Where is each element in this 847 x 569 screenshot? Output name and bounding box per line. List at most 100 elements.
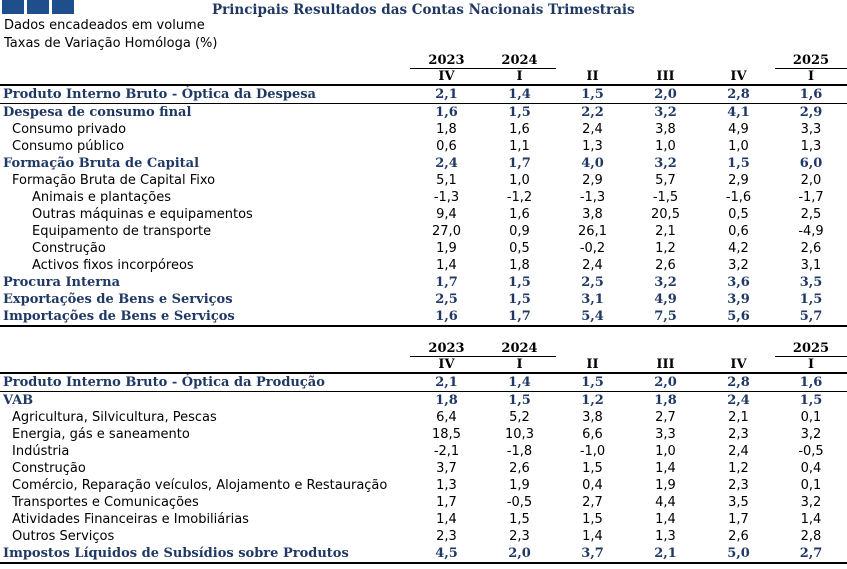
value-cell: 1,6	[775, 84, 847, 104]
value-cell: 4,2	[728, 240, 749, 256]
value-cell: 3,2	[800, 426, 822, 442]
table-row: Activos fixos incorpóreos 1,4 1,8 2,4 2,6 3,2…	[0, 257, 847, 274]
value-cell: 1,4	[655, 460, 676, 476]
row-label: Formação Bruta de Capital	[3, 155, 200, 171]
value-cell: 1,5	[508, 291, 531, 307]
value-cell: 2,3	[436, 528, 457, 544]
row-label: Agricultura, Silvicultura, Pescas	[12, 409, 217, 425]
table-row: Exportações de Bens e Serviços 2,5 1,5 3,1 4…	[0, 291, 847, 308]
table-row: Animais e plantações -1,3 -1,2 -1,3 -1,5 -1,6…	[0, 189, 847, 206]
value-cell: 2,8	[702, 372, 775, 392]
value-cell: 3,5	[799, 274, 823, 290]
value-cell: 0,5	[728, 206, 749, 222]
quarter-header: I	[483, 68, 556, 86]
year-header: 2025	[775, 341, 847, 357]
value-cell: 1,5	[727, 155, 750, 171]
row-label: VAB	[3, 392, 34, 408]
value-cell: -1,7	[798, 189, 824, 205]
year-header: 2024	[483, 53, 556, 69]
quarter-header: II	[556, 356, 629, 374]
value-cell: 20,5	[651, 206, 680, 222]
row-label: Activos fixos incorpóreos	[32, 257, 194, 273]
value-cell: 1,0	[655, 138, 676, 154]
value-cell: 9,4	[436, 206, 457, 222]
value-cell: 3,7	[556, 545, 629, 564]
value-cell: 3,8	[655, 121, 676, 137]
value-cell: 3,2	[654, 104, 677, 120]
quarter-header: I	[775, 68, 847, 86]
value-cell: 2,4	[728, 443, 749, 459]
value-cell: 4,5	[410, 545, 483, 564]
table-row: Consumo privado 1,8 1,6 2,4 3,8 4,9 3,3	[0, 121, 847, 138]
value-cell: 1,8	[509, 257, 530, 273]
table-row: Formação Bruta de Capital 2,4 1,7 4,0 3,2 1,5…	[0, 155, 847, 172]
value-cell: 1,4	[800, 511, 822, 527]
value-cell: 1,1	[509, 138, 530, 154]
value-cell: 2,4	[435, 155, 458, 171]
value-cell: 10,3	[505, 426, 534, 442]
value-cell: 4,1	[727, 104, 750, 120]
expenditure-table: 2023 2024 2025 IV I II III IV I Produto …	[0, 53, 847, 327]
value-cell: 1,4	[655, 511, 676, 527]
table-row: Construção 1,9 0,5 -0,2 1,2 4,2 2,6	[0, 240, 847, 257]
value-cell: 2,1	[728, 409, 749, 425]
value-cell: 1,6	[509, 121, 530, 137]
row-label: Produto Interno Bruto - Óptica da Produç…	[0, 372, 410, 392]
table-row: Equipamento de transporte 27,0 0,9 26,1 2,1 0…	[0, 223, 847, 240]
value-cell: 1,5	[582, 460, 603, 476]
subtitle-measure: Taxas de Variação Homóloga (%)	[4, 36, 218, 51]
value-cell: 4,9	[654, 291, 677, 307]
value-cell: 5,0	[702, 545, 775, 564]
value-cell: 1,2	[728, 460, 749, 476]
year-header: 2024	[483, 341, 556, 357]
value-cell: 0,1	[800, 409, 822, 425]
value-cell: 1,7	[435, 274, 458, 290]
value-cell: 1,4	[436, 257, 457, 273]
value-cell: 3,2	[728, 257, 749, 273]
row-label: Energia, gás e saneamento	[12, 426, 190, 442]
value-cell: 1,3	[436, 477, 457, 493]
value-cell: 2,6	[800, 240, 822, 256]
quarter-header-row: IV I II III IV I	[0, 68, 847, 86]
row-label: Construção	[12, 460, 86, 476]
value-cell: 3,9	[727, 291, 750, 307]
value-cell: 1,8	[435, 392, 458, 408]
value-cell: 1,5	[799, 392, 823, 408]
value-cell: 2,4	[727, 392, 750, 408]
row-label: Consumo privado	[12, 121, 127, 137]
value-cell: 4,0	[581, 155, 604, 171]
value-cell: 1,5	[582, 511, 603, 527]
value-cell: -1,6	[725, 189, 752, 205]
row-label: Animais e plantações	[32, 189, 172, 205]
row-label: Exportações de Bens e Serviços	[3, 291, 233, 307]
value-cell: 1,5	[556, 84, 629, 104]
value-cell: 1,3	[582, 138, 603, 154]
value-cell: 1,8	[654, 392, 677, 408]
value-cell: -1,8	[506, 443, 533, 459]
table-row: Impostos Líquidos de Subsídios sobre Pro…	[0, 545, 847, 564]
year-header: 2025	[775, 53, 847, 69]
quarter-header: III	[629, 68, 702, 86]
value-cell: 5,2	[509, 409, 530, 425]
table-row: Produto Interno Bruto - Óptica da Produç…	[0, 372, 847, 392]
table-row: Produto Interno Bruto - Óptica da Despes…	[0, 84, 847, 104]
quarter-header: IV	[410, 356, 483, 374]
table-row: Despesa de consumo final 1,6 1,5 2,2 3,2 4,1 2…	[0, 104, 847, 122]
value-cell: 3,1	[581, 291, 604, 307]
value-cell: 2,6	[655, 257, 676, 273]
row-label: Construção	[32, 240, 106, 256]
value-cell: -0,2	[579, 240, 606, 256]
value-cell: 2,1	[655, 223, 676, 239]
table-row: VAB 1,8 1,5 1,2 1,8 2,4 1,5	[0, 392, 847, 410]
value-cell: 1,4	[436, 511, 457, 527]
value-cell: -0,5	[798, 443, 824, 459]
row-label: Comércio, Reparação veículos, Alojamento…	[12, 477, 388, 493]
value-cell: -2,1	[433, 443, 460, 459]
value-cell: 5,6	[702, 308, 775, 327]
value-cell: 3,6	[727, 274, 750, 290]
value-cell: 1,2	[655, 240, 676, 256]
quarter-header: I	[775, 356, 847, 374]
value-cell: 1,0	[655, 443, 676, 459]
value-cell: 2,9	[728, 172, 749, 188]
value-cell: 2,6	[509, 460, 530, 476]
